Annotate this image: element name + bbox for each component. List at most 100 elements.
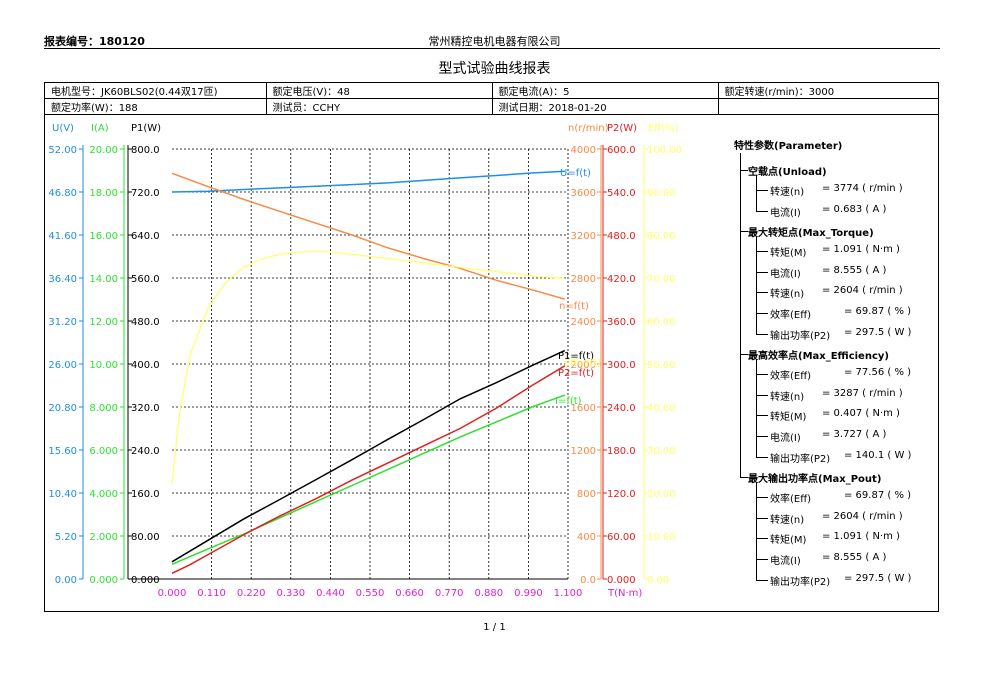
report-frame: 电机型号：JK60BLS02(0.44双17匝) 额定电压(V)：48 额定电流… <box>44 82 939 612</box>
y-tick-label-n: 1600 <box>571 403 596 414</box>
y-tick-label-Eff: 70.00 <box>647 274 676 285</box>
y-tick-label-P2: 540.0 <box>607 188 636 199</box>
tree-connector <box>756 333 768 335</box>
y-tick-label-P1: 320.0 <box>131 403 160 414</box>
y-tick-label-P1: 80.00 <box>131 532 160 543</box>
y-tick-label-Eff: 100.00 <box>647 145 682 156</box>
x-tick-label: 0.660 <box>395 588 424 599</box>
tree-connector <box>756 497 768 499</box>
tree-connector <box>756 456 768 458</box>
x-tick-label: 0.770 <box>435 588 464 599</box>
y-tick-label-U: 5.20 <box>55 532 77 543</box>
parameter-label: 电流(I) <box>770 207 801 219</box>
y-tick-label-P1: 720.0 <box>131 188 160 199</box>
y-tick-label-P1: 800.0 <box>131 145 160 156</box>
y-tick-label-P2: 420.0 <box>607 274 636 285</box>
y-axis-title-n: n(r/min) <box>568 123 609 134</box>
y-tick-label-Eff: 60.00 <box>647 317 676 328</box>
series-label-n: n=f(t) <box>559 301 589 312</box>
y-tick-label-U: 0.00 <box>55 575 77 586</box>
series-label-Eff: Eff=f(t) <box>564 358 601 369</box>
y-tick-label-n: 800 <box>577 489 596 500</box>
y-tick-label-I: 20.00 <box>89 145 118 156</box>
series-line-I <box>171 394 566 565</box>
y-tick-label-I: 0.000 <box>89 575 118 586</box>
tree-connector <box>740 231 748 233</box>
x-tick-label: 0.330 <box>276 588 305 599</box>
parameter-value: = 297.5 ( W ) <box>844 326 912 338</box>
y-tick-label-I: 18.00 <box>89 188 118 199</box>
parameter-label: 输出功率(P2) <box>770 453 831 465</box>
tree-connector <box>756 271 768 273</box>
y-axis-title-P2: P2(W) <box>607 123 637 134</box>
y-tick-label-P1: 480.0 <box>131 317 160 328</box>
parameter-value: = 69.87 ( % ) <box>844 490 912 502</box>
y-tick-label-n: 1200 <box>571 446 596 457</box>
y-tick-label-Eff: 80.00 <box>647 231 676 242</box>
y-tick-label-U: 52.00 <box>48 145 77 156</box>
tree-connector <box>740 153 741 478</box>
parameter-label: 电流(I) <box>770 268 801 280</box>
parameter-value: = 69.87 ( % ) <box>844 306 912 317</box>
y-tick-label-P1: 560.0 <box>131 274 160 285</box>
x-tick-label: 0.550 <box>356 588 385 599</box>
y-tick-label-n: 2000 <box>571 360 596 371</box>
parameter-label: 电流(I) <box>770 433 801 444</box>
y-tick-label-n: 2800 <box>571 274 596 285</box>
parameter-label: 转矩(M) <box>770 248 807 260</box>
y-tick-label-Eff: 10.00 <box>647 532 676 543</box>
series-line-n <box>171 172 566 300</box>
y-tick-label-P1: 400.0 <box>131 360 160 371</box>
y-tick-label-I: 14.00 <box>89 274 118 285</box>
info-rated-voltage: 额定电压(V)：48 <box>266 83 493 99</box>
parameter-group-title: 最大输出功率点(Max_Pout) <box>748 474 882 486</box>
header-divider <box>44 48 940 49</box>
y-tick-label-P2: 120.0 <box>607 489 636 500</box>
y-tick-label-P1: 0.000 <box>131 575 160 586</box>
parameter-value: = 3287 ( r/min ) <box>822 387 903 399</box>
parameter-value: = 0.407 ( N·m ) <box>822 408 900 420</box>
y-tick-label-P2: 60.00 <box>607 532 636 543</box>
y-tick-label-P2: 360.0 <box>607 317 636 328</box>
y-tick-label-I: 8.000 <box>89 403 118 414</box>
parameter-label: 输出功率(P2) <box>770 576 831 588</box>
tree-connector <box>756 251 768 253</box>
tree-connector <box>756 236 757 334</box>
y-tick-label-Eff: 20.00 <box>647 489 676 500</box>
y-tick-label-I: 10.00 <box>89 360 118 371</box>
parameter-value: = 140.1 ( W ) <box>844 449 912 461</box>
report-number: 报表编号：180120 <box>44 35 145 48</box>
y-tick-label-P1: 240.0 <box>131 446 160 457</box>
parameter-value: = 1.091 ( N·m ) <box>822 531 900 543</box>
page-number: 1 / 1 <box>483 622 506 633</box>
parameter-value: = 8.555 ( A ) <box>822 552 887 563</box>
series-label-I: I=f(t) <box>555 396 582 407</box>
tree-connector <box>756 190 768 191</box>
tree-connector <box>756 394 768 396</box>
parameter-value: = 0.683 ( A ) <box>822 203 887 215</box>
y-tick-label-P1: 640.0 <box>131 231 160 242</box>
tree-connector <box>756 313 768 314</box>
parameter-label: 输出功率(P2) <box>770 330 831 342</box>
tree-connector <box>756 210 768 212</box>
tree-connector <box>756 374 768 376</box>
y-tick-label-Eff: 50.00 <box>647 360 676 371</box>
y-tick-label-U: 20.80 <box>48 403 77 414</box>
y-tick-label-Eff: 40.00 <box>647 403 676 414</box>
y-tick-label-U: 36.40 <box>48 274 77 285</box>
y-axis-title-I: I(A) <box>91 123 109 134</box>
tree-connector <box>740 477 748 479</box>
y-tick-label-I: 2.000 <box>89 532 118 543</box>
parameter-label: 转速(n) <box>770 514 805 526</box>
tree-connector <box>756 175 757 211</box>
info-row: 电机型号：JK60BLS02(0.44双17匝) 额定电压(V)：48 额定电流… <box>45 83 938 99</box>
info-test-date: 测试日期：2018-01-20 <box>492 98 719 115</box>
info-rated-speed: 额定转速(r/min)：3000 <box>718 83 938 99</box>
parameter-group-title: 最高效率点(Max_Efficiency) <box>748 351 889 363</box>
parameter-value: = 3.727 ( A ) <box>822 429 887 440</box>
report-title: 型式试验曲线报表 <box>438 61 551 77</box>
y-tick-label-n: 0.0 <box>580 575 596 586</box>
info-motor-model: 电机型号：JK60BLS02(0.44双17匝) <box>45 83 267 99</box>
parameter-label: 转速(n) <box>770 187 805 198</box>
